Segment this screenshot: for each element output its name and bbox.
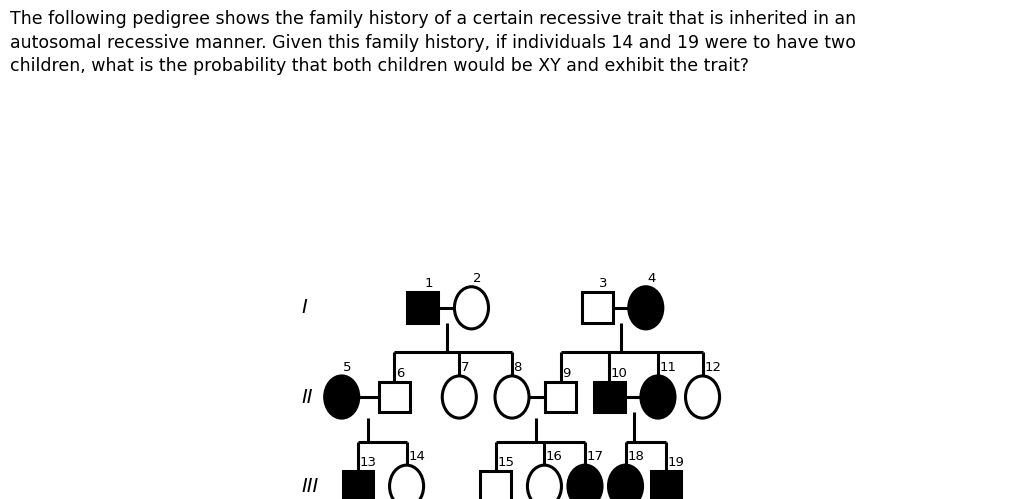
Ellipse shape (568, 465, 602, 499)
Text: 16: 16 (546, 450, 563, 463)
Text: 11: 11 (659, 361, 677, 374)
Text: 9: 9 (562, 367, 570, 380)
Text: II: II (301, 388, 312, 407)
Text: 1: 1 (424, 277, 433, 290)
Text: III: III (301, 477, 318, 496)
Text: 19: 19 (668, 456, 685, 469)
Text: 15: 15 (498, 456, 514, 469)
Bar (480, 471, 511, 499)
Text: 10: 10 (611, 367, 628, 380)
Ellipse shape (455, 287, 488, 329)
Ellipse shape (685, 376, 720, 418)
Ellipse shape (641, 376, 675, 418)
Bar (650, 471, 682, 499)
Text: 13: 13 (359, 456, 377, 469)
Ellipse shape (629, 287, 663, 329)
Bar (582, 292, 612, 323)
Text: 3: 3 (599, 277, 607, 290)
Text: 17: 17 (587, 450, 603, 463)
Ellipse shape (442, 376, 476, 418)
Text: 14: 14 (409, 450, 425, 463)
Text: 6: 6 (396, 367, 404, 380)
Ellipse shape (495, 376, 529, 418)
Ellipse shape (527, 465, 561, 499)
Bar (408, 292, 438, 323)
Text: 7: 7 (461, 361, 469, 374)
Text: 18: 18 (627, 450, 644, 463)
Text: 12: 12 (705, 361, 721, 374)
Ellipse shape (389, 465, 424, 499)
Text: The following pedigree shows the family history of a certain recessive trait tha: The following pedigree shows the family … (10, 10, 856, 75)
Ellipse shape (608, 465, 642, 499)
Ellipse shape (325, 376, 358, 418)
Text: 8: 8 (514, 361, 522, 374)
Text: 2: 2 (473, 272, 481, 285)
Text: 5: 5 (343, 361, 352, 374)
Text: I: I (301, 298, 307, 317)
Bar (379, 382, 410, 412)
Text: 4: 4 (647, 272, 655, 285)
Bar (594, 382, 625, 412)
Bar (545, 382, 577, 412)
Bar (342, 471, 374, 499)
